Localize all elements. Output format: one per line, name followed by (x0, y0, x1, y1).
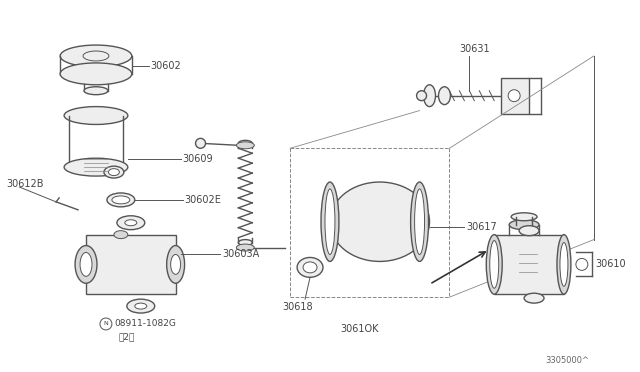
Ellipse shape (236, 244, 254, 251)
Ellipse shape (424, 85, 435, 107)
Ellipse shape (60, 63, 132, 85)
Ellipse shape (557, 235, 571, 294)
Ellipse shape (411, 182, 429, 262)
Text: 08911-1082G: 08911-1082G (114, 320, 176, 328)
Ellipse shape (127, 299, 155, 313)
Ellipse shape (117, 216, 145, 230)
Text: 30603A: 30603A (223, 250, 260, 260)
Text: 30612B: 30612B (6, 179, 44, 189)
Ellipse shape (325, 189, 335, 254)
Text: 30602: 30602 (151, 61, 182, 71)
Ellipse shape (135, 303, 147, 309)
Text: 30617: 30617 (467, 222, 497, 232)
Text: （2）: （2） (119, 332, 135, 341)
Bar (494, 235, 564, 294)
Bar (501, 78, 529, 113)
Ellipse shape (114, 231, 128, 238)
Ellipse shape (75, 246, 97, 283)
Ellipse shape (486, 235, 502, 294)
Ellipse shape (297, 257, 323, 277)
Ellipse shape (330, 182, 429, 262)
Ellipse shape (60, 45, 132, 67)
Text: 30609: 30609 (182, 154, 213, 164)
Ellipse shape (303, 262, 317, 273)
Ellipse shape (560, 243, 568, 286)
Text: 30602E: 30602E (184, 195, 221, 205)
Ellipse shape (415, 189, 424, 254)
Ellipse shape (238, 240, 252, 246)
Circle shape (508, 90, 520, 102)
Circle shape (576, 259, 588, 270)
Ellipse shape (171, 254, 180, 274)
Ellipse shape (438, 87, 451, 105)
Text: 30631: 30631 (460, 44, 490, 54)
Ellipse shape (417, 91, 426, 101)
Ellipse shape (104, 166, 124, 178)
Text: 30610: 30610 (596, 259, 627, 269)
Ellipse shape (519, 226, 539, 235)
Ellipse shape (321, 182, 339, 262)
Ellipse shape (64, 107, 128, 125)
Ellipse shape (511, 213, 537, 221)
Text: 30618: 30618 (282, 302, 313, 312)
Ellipse shape (196, 138, 205, 148)
Ellipse shape (236, 142, 254, 149)
Ellipse shape (84, 87, 108, 95)
Ellipse shape (490, 241, 499, 288)
Bar (86, 235, 175, 294)
Ellipse shape (64, 158, 128, 176)
Ellipse shape (107, 193, 135, 207)
Ellipse shape (80, 253, 92, 276)
Ellipse shape (238, 140, 252, 146)
Ellipse shape (125, 220, 137, 226)
Text: 3305000^: 3305000^ (545, 356, 589, 365)
Ellipse shape (524, 293, 544, 303)
Text: N: N (104, 321, 108, 327)
Ellipse shape (112, 196, 130, 204)
Text: 3061OK: 3061OK (340, 324, 378, 334)
Ellipse shape (509, 220, 539, 230)
Ellipse shape (108, 169, 120, 176)
Ellipse shape (166, 246, 184, 283)
